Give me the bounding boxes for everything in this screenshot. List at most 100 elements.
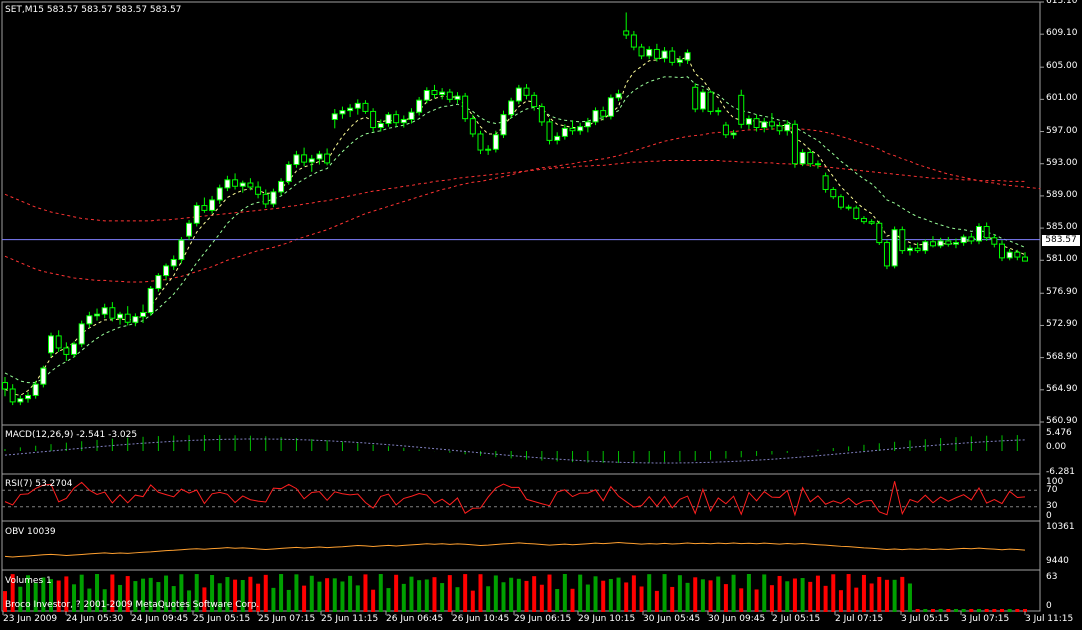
candle-body xyxy=(285,164,292,182)
obv-line xyxy=(4,542,1026,558)
candle-body xyxy=(485,148,492,151)
candle-body xyxy=(278,180,285,193)
indicator-tick-label: 0 xyxy=(1046,601,1052,611)
candle-body xyxy=(692,86,699,110)
candle-body xyxy=(9,388,16,403)
candle-body xyxy=(715,110,722,113)
candle-body xyxy=(600,110,607,117)
candle-body xyxy=(477,133,484,151)
candle-body xyxy=(216,187,223,201)
ohlc-label: 583.57 583.57 583.57 583.57 xyxy=(46,5,182,15)
candle-body xyxy=(577,126,584,132)
price-tick-label: 597.00 xyxy=(1046,125,1078,136)
candle-body xyxy=(40,367,47,385)
candle-body xyxy=(623,30,630,36)
candle-body xyxy=(439,91,446,96)
candle-body xyxy=(32,383,39,396)
candle-body xyxy=(906,247,913,252)
candle-body xyxy=(109,307,116,319)
candle-body xyxy=(899,229,906,252)
candle-body xyxy=(48,335,55,354)
candle-body xyxy=(270,191,277,205)
candle-body xyxy=(178,239,185,260)
candle-body xyxy=(554,135,561,141)
candle-body xyxy=(362,102,369,112)
price-tick-label: 585.00 xyxy=(1046,222,1078,233)
candle-body xyxy=(592,110,599,123)
candle-body xyxy=(423,90,430,101)
candle-body xyxy=(147,287,154,314)
current-price-tag: 583.57 xyxy=(1042,235,1080,246)
time-tick-label: 2 Jul 07:15 xyxy=(835,614,884,624)
candle-body xyxy=(431,90,438,96)
candle-body xyxy=(78,323,85,345)
candle-body xyxy=(569,127,576,132)
candle-body xyxy=(385,114,392,124)
ma-slow-line xyxy=(4,127,1041,283)
candle-body xyxy=(17,398,24,403)
candle-body xyxy=(408,111,415,120)
price-tick-label: 576.90 xyxy=(1046,287,1078,298)
candle-body xyxy=(584,121,591,128)
time-tick-label: 24 Jun 09:45 xyxy=(131,614,189,624)
candle-body xyxy=(699,91,706,110)
candle-body xyxy=(2,382,8,390)
price-tick-label: 593.00 xyxy=(1046,157,1078,168)
candle-body xyxy=(561,127,568,137)
candle-body xyxy=(186,222,193,237)
chart-frame xyxy=(1,1,1041,612)
candle-body xyxy=(998,243,1005,259)
candle-body xyxy=(722,124,729,136)
time-tick-label: 3 Jul 11:15 xyxy=(1025,614,1074,624)
candle-body xyxy=(929,241,936,247)
copyright-text: Broco Investor, ? 2001-2009 MetaQuotes S… xyxy=(5,600,260,610)
indicator-tick-label: 5.476 xyxy=(1046,428,1072,438)
candle-body xyxy=(347,107,354,112)
indicator-tick-label: 70 xyxy=(1046,485,1058,495)
candle-body xyxy=(469,118,476,135)
price-tick-label: 564.90 xyxy=(1046,383,1078,394)
candle-body xyxy=(293,154,300,166)
candle-body xyxy=(515,87,522,102)
time-tick-label: 23 Jun 2009 xyxy=(3,614,58,624)
candle-body xyxy=(860,217,867,223)
candle-body xyxy=(738,94,745,125)
candle-body xyxy=(753,118,760,129)
candle-body xyxy=(94,313,101,317)
candle-body xyxy=(607,97,614,117)
candle-body xyxy=(454,95,461,100)
price-tick-label: 560.90 xyxy=(1046,416,1078,426)
candle-body xyxy=(830,188,837,198)
candle-body xyxy=(170,258,177,267)
price-tick-label: 572.90 xyxy=(1046,319,1078,330)
indicator-tick-label: 100 xyxy=(1046,477,1064,487)
candle-body xyxy=(776,125,783,132)
candle-body xyxy=(500,114,507,136)
candle-body xyxy=(262,193,269,205)
candle-body xyxy=(324,153,331,164)
indicator-tick-label: 9440 xyxy=(1046,556,1069,566)
candle-body xyxy=(1014,251,1021,258)
candle-body xyxy=(876,222,883,244)
candle-body xyxy=(922,241,929,252)
time-tick-label: 3 Jul 05:15 xyxy=(901,614,950,624)
price-tick-label: 605.00 xyxy=(1046,61,1078,72)
candle-body xyxy=(784,123,791,132)
candle-body xyxy=(1006,251,1013,259)
price-tick-label: 581.00 xyxy=(1046,254,1078,265)
time-tick-label: 25 Jun 07:15 xyxy=(258,614,316,624)
candle-body xyxy=(891,229,898,267)
candle-body xyxy=(117,313,124,319)
candle-body xyxy=(868,221,875,224)
candle-body xyxy=(193,205,200,224)
price-tick-label: 589.00 xyxy=(1046,189,1078,200)
ma-slow2-line xyxy=(4,160,1025,222)
candle-body xyxy=(308,158,315,163)
candle-body xyxy=(239,182,246,187)
time-tick-label: 29 Jun 10:15 xyxy=(578,614,636,624)
candle-body xyxy=(646,48,653,57)
symbol-label: SET,M15 xyxy=(5,5,44,15)
candle-body xyxy=(914,247,921,252)
candle-body xyxy=(339,110,346,115)
